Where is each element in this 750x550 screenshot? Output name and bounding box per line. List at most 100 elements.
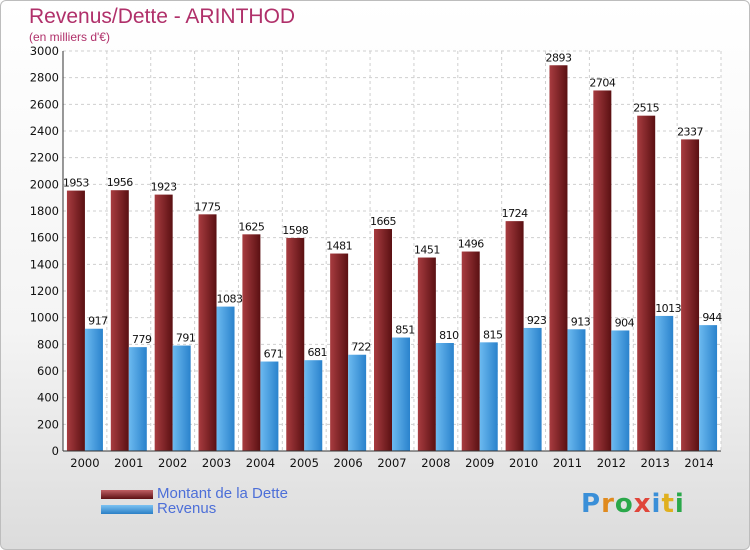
x-tick-label: 2001	[114, 456, 143, 470]
bar-revenus	[84, 328, 103, 451]
value-label-revenus: 904	[615, 316, 635, 329]
bar-revenus	[655, 315, 674, 451]
y-tick-label: 1400	[30, 257, 59, 271]
value-label-revenus: 913	[571, 315, 591, 328]
value-label-revenus: 810	[439, 329, 459, 342]
bar-dette	[330, 253, 349, 451]
logo-letter: x	[633, 489, 652, 519]
y-tick-label: 1000	[30, 311, 59, 325]
value-label-dette: 2893	[545, 51, 571, 64]
x-tick-label: 2012	[597, 456, 626, 470]
value-label-revenus: 722	[351, 341, 371, 354]
value-label-dette: 1665	[370, 215, 396, 228]
x-tick-label: 2007	[377, 456, 406, 470]
bar-revenus	[304, 360, 323, 451]
proxiti-logo: Proxiti	[581, 489, 685, 519]
value-label-revenus: 671	[264, 348, 284, 361]
bar-dette	[66, 190, 85, 451]
bar-dette	[681, 139, 700, 451]
bar-revenus	[216, 306, 235, 451]
value-label-dette: 2337	[677, 125, 703, 138]
x-tick-label: 2008	[421, 456, 450, 470]
y-tick-label: 2200	[30, 151, 59, 165]
bar-revenus	[523, 327, 542, 451]
bar-revenus	[435, 343, 454, 451]
value-label-dette: 1775	[195, 200, 221, 213]
bar-dette	[417, 257, 436, 451]
y-tick-label: 600	[37, 364, 59, 378]
bar-dette	[374, 229, 392, 451]
value-label-dette: 1923	[151, 181, 177, 194]
bar-revenus	[611, 330, 630, 451]
value-label-dette: 1625	[238, 220, 264, 233]
bar-revenus	[392, 337, 410, 451]
value-label-revenus: 1013	[655, 302, 681, 315]
value-label-dette: 1481	[326, 240, 352, 253]
value-label-dette: 1451	[414, 244, 440, 257]
value-label-dette: 1496	[458, 238, 484, 251]
value-label-revenus: 815	[483, 328, 503, 341]
value-label-revenus: 791	[176, 332, 196, 345]
value-label-dette: 2515	[633, 102, 659, 115]
x-tick-label: 2002	[158, 456, 187, 470]
logo-letter: r	[601, 489, 615, 519]
x-tick-label: 2009	[465, 456, 494, 470]
value-label-revenus: 917	[88, 315, 108, 328]
x-tick-label: 2014	[684, 456, 713, 470]
bar-dette	[593, 90, 612, 451]
y-tick-label: 400	[37, 391, 59, 405]
bar-dette	[505, 221, 524, 451]
y-tick-label: 0	[52, 444, 59, 458]
x-tick-label: 2013	[641, 456, 670, 470]
legend-swatch-dette	[101, 490, 153, 499]
value-label-revenus: 944	[702, 311, 722, 324]
y-tick-label: 2800	[30, 71, 59, 85]
bar-dette	[110, 190, 129, 451]
legend-swatch-revenus	[101, 505, 153, 514]
y-tick-label: 2400	[30, 124, 59, 138]
bar-revenus	[567, 329, 586, 451]
x-tick-label: 2005	[290, 456, 319, 470]
x-tick-label: 2004	[246, 456, 275, 470]
value-label-revenus: 1083	[217, 293, 243, 306]
value-label-dette: 1953	[63, 177, 89, 190]
bar-dette	[286, 237, 305, 451]
bar-revenus	[348, 354, 367, 451]
y-tick-label: 1600	[30, 231, 59, 245]
value-label-revenus: 923	[527, 314, 547, 327]
legend-label-revenus: Revenus	[157, 500, 217, 517]
y-tick-label: 200	[37, 417, 59, 431]
chart-title: Revenus/Dette - ARINTHOD	[29, 5, 296, 28]
y-tick-label: 1200	[30, 284, 59, 298]
value-label-dette: 1724	[502, 207, 528, 220]
bar-revenus	[260, 361, 279, 451]
value-label-dette: 1956	[107, 176, 133, 189]
chart-subtitle: (en milliers d'€)	[29, 30, 110, 44]
x-tick-label: 2010	[509, 456, 538, 470]
x-tick-label: 2011	[553, 456, 582, 470]
y-tick-label: 800	[37, 337, 59, 351]
value-label-dette: 2704	[589, 76, 615, 89]
bar-dette	[637, 115, 656, 452]
logo-letter: P	[581, 489, 602, 519]
bar-dette	[242, 234, 261, 451]
bar-dette	[461, 251, 480, 451]
logo-letter: o	[614, 489, 634, 519]
x-tick-label: 2000	[70, 456, 99, 470]
bar-revenus	[172, 345, 191, 451]
value-label-dette: 1598	[282, 224, 308, 237]
logo-letter: i	[674, 489, 685, 519]
y-tick-label: 3000	[30, 44, 59, 58]
y-tick-label: 2000	[30, 177, 59, 191]
bar-dette	[198, 214, 217, 451]
logo-letter: i	[651, 489, 662, 519]
value-label-revenus: 779	[132, 333, 152, 346]
bar-revenus	[128, 347, 147, 451]
bar-revenus	[479, 342, 498, 451]
value-label-revenus: 851	[395, 324, 415, 337]
value-label-revenus: 681	[308, 346, 328, 359]
x-tick-label: 2006	[333, 456, 362, 470]
x-tick-label: 2003	[202, 456, 231, 470]
